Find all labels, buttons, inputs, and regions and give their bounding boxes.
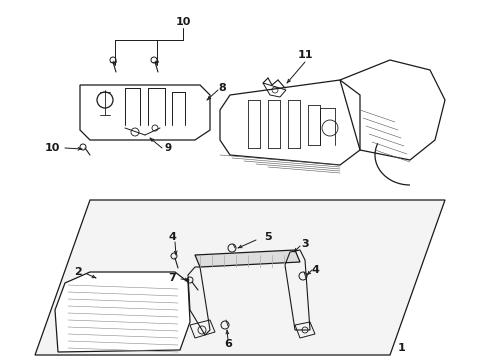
Polygon shape [195, 250, 300, 267]
Polygon shape [35, 200, 445, 355]
Text: 4: 4 [311, 265, 319, 275]
Text: 6: 6 [224, 339, 232, 349]
Text: 1: 1 [398, 343, 406, 353]
Text: 11: 11 [297, 50, 313, 60]
Text: 4: 4 [168, 232, 176, 242]
Text: 10: 10 [44, 143, 60, 153]
Text: 10: 10 [175, 17, 191, 27]
Text: 5: 5 [264, 232, 272, 242]
Text: 3: 3 [301, 239, 309, 249]
Polygon shape [55, 272, 190, 352]
Text: 9: 9 [165, 143, 172, 153]
Text: 2: 2 [74, 267, 82, 277]
Text: 8: 8 [218, 83, 226, 93]
Text: 7: 7 [168, 273, 176, 283]
